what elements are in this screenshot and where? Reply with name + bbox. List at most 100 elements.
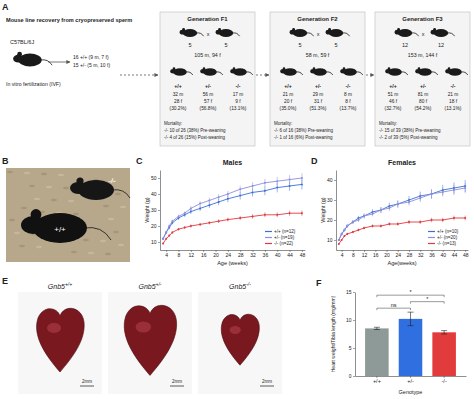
x-axis-title: Age(weeks) xyxy=(387,260,416,266)
significance: ns** xyxy=(377,289,444,310)
error-bar xyxy=(264,212,265,217)
legend-swatch xyxy=(428,237,435,238)
plot-area xyxy=(338,180,466,245)
error-bar xyxy=(218,219,219,223)
plot-area xyxy=(162,173,303,244)
marker xyxy=(341,239,343,241)
legend-entry: -/- (n=13) xyxy=(437,241,456,246)
tick: 20 xyxy=(151,223,160,229)
bedding xyxy=(105,253,111,256)
panel-letter: E xyxy=(2,276,8,286)
axis-line xyxy=(355,293,356,377)
marker xyxy=(190,207,192,209)
error-bar xyxy=(166,231,167,234)
heart xyxy=(221,314,259,365)
series-line xyxy=(339,186,465,240)
axis: 4812162024283236404448 xyxy=(161,250,306,258)
bedding xyxy=(115,193,121,196)
marker xyxy=(357,219,359,221)
legend-swatch xyxy=(265,231,272,232)
error-bar xyxy=(200,223,201,226)
panel-e: EGnb5+/+2mmGnb5+/-2mmGnb5-/-2mm xyxy=(2,276,282,394)
marker xyxy=(341,233,343,235)
mouse-ear xyxy=(76,177,83,184)
mouse-ear xyxy=(182,28,185,31)
marker xyxy=(218,201,220,203)
tick: 0 xyxy=(349,373,355,379)
marker xyxy=(341,233,343,235)
error-bar xyxy=(453,185,454,195)
arrow xyxy=(256,75,269,76)
tick: -/- xyxy=(442,376,447,384)
mouse-icon xyxy=(200,67,223,75)
heart-label: Gnb5+/+ xyxy=(48,281,72,290)
generation-box xyxy=(160,12,255,146)
legend: +/+ (n=10)+/- (n=20)-/- (n=13) xyxy=(428,229,459,246)
mouse-tail xyxy=(306,33,313,36)
tick-label: 30 xyxy=(327,197,333,203)
heart xyxy=(124,305,176,375)
cross-count: 5 xyxy=(188,42,191,48)
bedding xyxy=(71,251,77,254)
generation-total: 153 m, 144 f xyxy=(408,52,438,58)
tick: 8 xyxy=(178,250,181,258)
error-bar xyxy=(172,231,173,234)
marker xyxy=(430,219,432,221)
tick: 12 xyxy=(189,250,195,258)
tick-mark xyxy=(353,320,355,321)
error-bar xyxy=(397,222,398,226)
tick-label: 40 xyxy=(440,252,446,258)
tick-label: 40 xyxy=(327,177,333,183)
error-bar xyxy=(380,224,381,227)
tick-label: 50 xyxy=(151,175,157,181)
heart xyxy=(37,308,85,372)
mortality: -/- 15 of 39 (38%) Pre-weaning xyxy=(379,128,441,133)
tick-label: 20 xyxy=(213,252,219,258)
error-bar xyxy=(364,227,365,230)
mouse-tail xyxy=(411,33,418,36)
bedding xyxy=(103,205,109,208)
marker xyxy=(208,222,210,224)
legend-swatch xyxy=(265,237,272,238)
error-bar xyxy=(163,238,164,241)
mouse-ear xyxy=(328,28,331,31)
gene: Gnb5 xyxy=(138,283,155,290)
scale-label: 2mm xyxy=(172,379,182,384)
tick-label: 44 xyxy=(287,252,293,258)
marker xyxy=(208,199,210,201)
tick-mark xyxy=(158,242,160,243)
tick-label: 20 xyxy=(327,217,333,223)
error-bar xyxy=(172,220,173,223)
tick-label: 24 xyxy=(396,252,402,258)
count: (30.2%) xyxy=(170,106,187,111)
bedding xyxy=(100,240,106,243)
bedding xyxy=(7,171,13,174)
bedding xyxy=(88,252,94,255)
marker xyxy=(380,209,382,211)
heart-highlight xyxy=(230,326,241,334)
marker xyxy=(397,203,399,205)
error-bar xyxy=(397,200,398,207)
arrow xyxy=(366,75,374,76)
error-bar xyxy=(347,224,348,227)
tick: 30 xyxy=(151,207,160,213)
marker xyxy=(264,182,266,184)
mortality: -/- 2 of 39 (5%) Post-weaning xyxy=(379,135,438,140)
tick: 20 xyxy=(213,250,219,258)
genotype: +/- xyxy=(420,83,426,89)
marker xyxy=(343,235,345,237)
error-bar xyxy=(374,327,380,329)
marker xyxy=(227,193,229,195)
error-bar xyxy=(364,214,365,219)
error-bar xyxy=(240,192,241,200)
tick: 48 xyxy=(300,250,306,258)
bedding xyxy=(83,239,89,242)
marker xyxy=(165,238,167,240)
bedding xyxy=(41,173,47,176)
tick: 40 xyxy=(275,250,281,258)
tick: 10 xyxy=(327,237,336,243)
error-bar xyxy=(397,201,398,207)
axis-line xyxy=(161,250,306,251)
tick-label: 48 xyxy=(463,252,469,258)
mouse-icon xyxy=(230,67,253,75)
